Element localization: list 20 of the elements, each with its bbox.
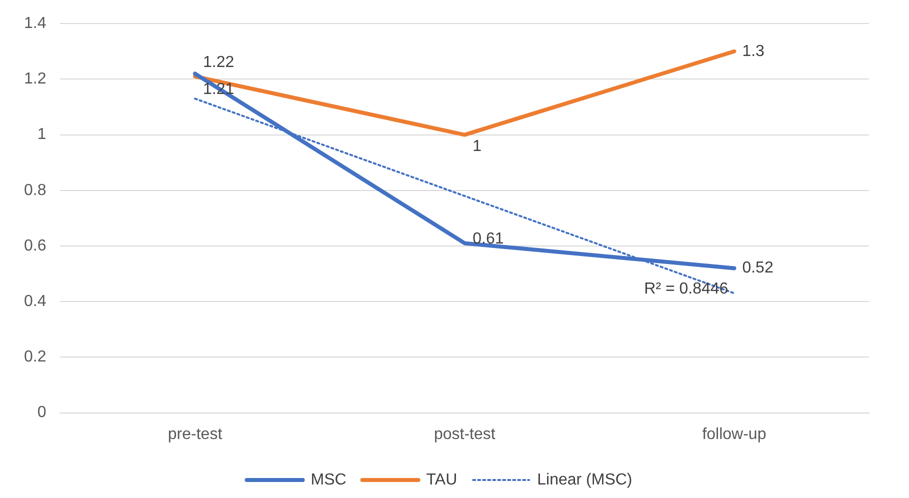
data-label: 0.61 (472, 230, 504, 248)
data-label: 1.22 (203, 54, 234, 72)
x-tick-label: pre-test (168, 426, 223, 443)
x-tick-label: post-test (434, 426, 496, 443)
data-label: 0.52 (742, 260, 774, 277)
y-tick-label: 0 (37, 404, 46, 422)
legend-label: Linear (MSC) (537, 471, 632, 488)
legend-label: TAU (426, 471, 458, 488)
legend-label: MSC (310, 471, 346, 488)
y-tick-label: 1.2 (24, 70, 46, 88)
data-label: 1.3 (742, 42, 765, 60)
annotation: R² = 0.8446 (644, 280, 728, 298)
data-label: 1 (472, 138, 482, 156)
y-tick-label: 0.6 (24, 237, 46, 254)
y-tick-label: 0.2 (24, 348, 46, 366)
x-tick-label: follow-up (702, 426, 766, 443)
y-tick-label: 0.8 (24, 182, 46, 199)
y-tick-label: 1 (37, 126, 46, 144)
y-tick-label: 0.4 (24, 293, 46, 310)
y-tick-label: 1.4 (24, 15, 46, 32)
